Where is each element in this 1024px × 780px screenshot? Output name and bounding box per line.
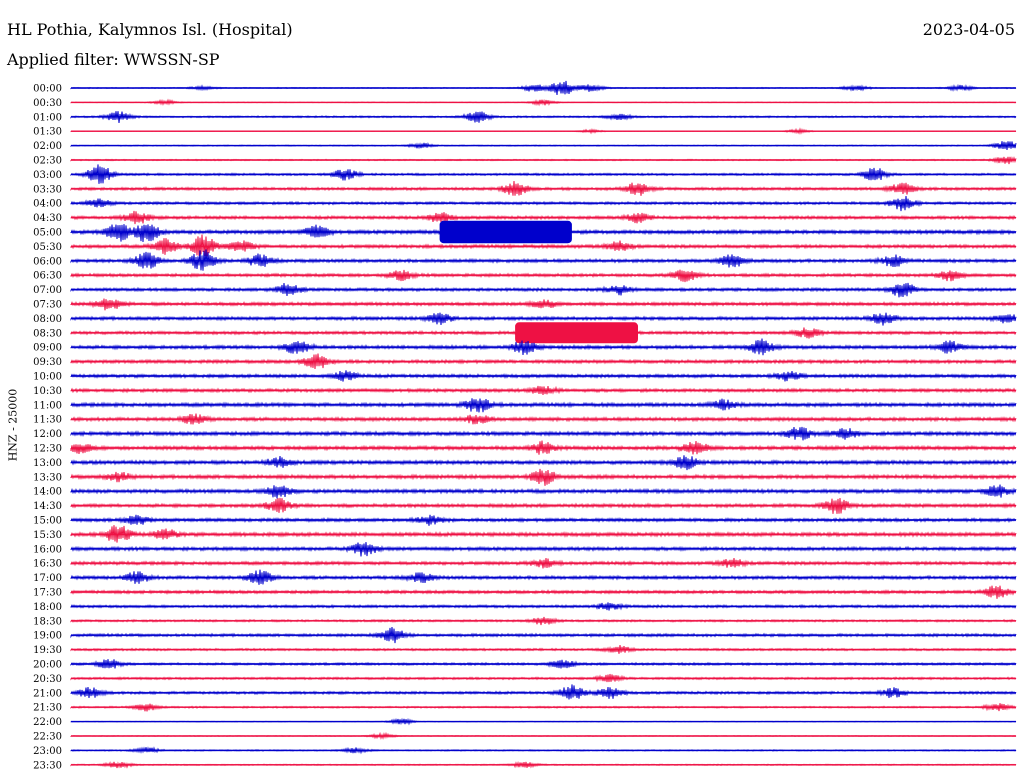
row-time-label: 06:00 [33, 256, 62, 267]
row-time-label: 03:00 [33, 170, 62, 181]
row-time-label: 03:30 [33, 184, 62, 195]
seismic-trace [70, 684, 1017, 700]
row-time-label: 17:00 [33, 573, 62, 584]
row-time-label: 13:30 [33, 472, 62, 483]
row-time-label: 04:30 [33, 213, 62, 224]
seismic-trace [70, 249, 1017, 271]
row-time-label: 23:30 [33, 760, 62, 771]
row-time-label: 08:30 [33, 328, 62, 339]
row-time-label: 00:00 [33, 84, 62, 95]
row-time-label: 09:30 [33, 357, 62, 368]
saturated-signal-band [515, 322, 638, 344]
row-time-label: 19:00 [33, 631, 62, 642]
row-time-label: 07:30 [33, 300, 62, 311]
row-time-label: 14:30 [33, 501, 62, 512]
row-time-label: 00:30 [33, 98, 62, 109]
row-time-label: 22:00 [33, 717, 62, 728]
station-title: HL Pothia, Kalymnos Isl. (Hospital) [7, 20, 293, 39]
saturated-signal-band [439, 220, 572, 244]
row-time-label: 15:30 [33, 530, 62, 541]
row-time-label: 11:00 [33, 400, 62, 411]
record-date: 2023-04-05 [922, 20, 1015, 39]
row-time-label: 05:00 [33, 228, 62, 239]
row-time-label: 14:00 [33, 487, 62, 498]
row-time-label: 20:00 [33, 660, 62, 671]
row-time-label: 02:30 [33, 156, 62, 167]
row-time-label: 15:00 [33, 516, 62, 527]
row-time-label: 10:30 [33, 386, 62, 397]
row-time-label: 11:30 [33, 415, 62, 426]
row-time-label: 21:30 [33, 703, 62, 714]
row-time-label: 10:00 [33, 372, 62, 383]
filter-label: Applied filter: WWSSN-SP [7, 50, 220, 69]
row-time-label: 12:30 [33, 444, 62, 455]
row-time-label: 01:00 [33, 112, 62, 123]
row-time-label: 23:00 [33, 746, 62, 757]
row-time-label: 05:30 [33, 242, 62, 253]
row-time-label: 12:00 [33, 429, 62, 440]
row-time-label: 19:30 [33, 645, 62, 656]
seismic-trace [70, 269, 1017, 283]
row-time-label: 07:00 [33, 285, 62, 296]
row-time-label: 16:00 [33, 544, 62, 555]
row-time-label: 18:00 [33, 602, 62, 613]
row-time-label: 21:00 [33, 688, 62, 699]
row-time-label: 09:00 [33, 343, 62, 354]
row-time-label: 04:00 [33, 199, 62, 210]
row-time-label: 06:30 [33, 271, 62, 282]
row-time-label: 16:30 [33, 559, 62, 570]
row-time-label: 22:30 [33, 732, 62, 743]
row-time-label: 13:00 [33, 458, 62, 469]
row-time-label: 08:00 [33, 314, 62, 325]
row-time-label: 20:30 [33, 674, 62, 685]
row-time-label: 17:30 [33, 588, 62, 599]
row-time-label: 02:00 [33, 141, 62, 152]
row-time-label: 01:30 [33, 127, 62, 138]
row-time-label: 18:30 [33, 616, 62, 627]
